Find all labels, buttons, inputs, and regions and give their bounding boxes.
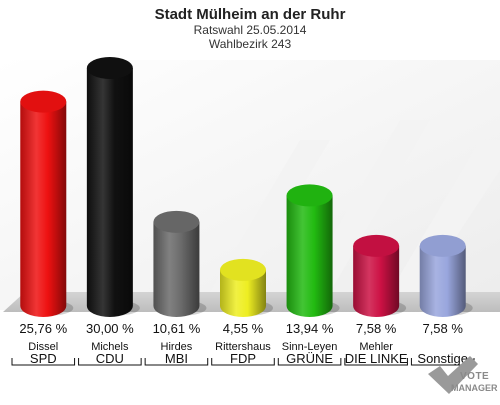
value-label: 10,61 % [153, 321, 201, 336]
value-label: 25,76 % [19, 321, 67, 336]
vote-manager-logo: VOTE MANAGER [428, 356, 498, 394]
chart-subtitle-2: Wahlbezirk 243 [209, 37, 292, 51]
chart-subtitle-1: Ratswahl 25.05.2014 [194, 23, 307, 37]
category-bracket [78, 358, 142, 366]
bar-body [153, 221, 200, 317]
candidate-label: Michels [91, 341, 129, 353]
value-label: 7,58 % [356, 321, 397, 336]
bar-top [20, 90, 67, 113]
value-label: 4,55 % [223, 321, 264, 336]
bar-top [220, 258, 266, 281]
candidate-label: Rittershaus [215, 341, 271, 353]
candidate-label: Sinn-Leyen [282, 341, 338, 353]
bar-top [419, 234, 466, 257]
chart-title: Stadt Mülheim an der Ruhr [155, 6, 346, 23]
bar-body [286, 195, 333, 317]
party-label: Sonstige [417, 351, 468, 366]
party-label: DIE LINKE [345, 351, 408, 366]
background-stripe [390, 140, 500, 292]
bar-body [419, 245, 466, 317]
bar-body [220, 269, 266, 317]
value-label: 30,00 % [86, 321, 134, 336]
bar-fdp [220, 258, 273, 317]
bars-group [20, 57, 473, 318]
bar-top [353, 234, 400, 257]
bar-top [286, 184, 333, 207]
bar-body [353, 245, 400, 317]
bar-gr-ne [286, 184, 340, 317]
category-bracket [344, 358, 408, 366]
candidate-label: Hirdes [161, 341, 193, 353]
candidate-label: Mehler [359, 341, 393, 353]
value-label: 13,94 % [286, 321, 334, 336]
bar-spd [20, 90, 74, 318]
category-bracket [277, 358, 342, 366]
bar-body [20, 101, 67, 318]
category-bracket [144, 358, 209, 366]
bar-sonstige [419, 234, 473, 317]
value-label: 7,58 % [422, 321, 463, 336]
party-label: FDP [230, 351, 256, 366]
party-label: SPD [30, 351, 57, 366]
party-label: MBI [165, 351, 188, 366]
bar-cdu [86, 57, 140, 317]
candidate-label: Dissel [28, 341, 58, 353]
bar-body [86, 68, 133, 317]
logo-line2: MANAGER [451, 383, 498, 393]
logo-line1: VOTE [460, 371, 489, 382]
checkmark-icon [428, 356, 478, 394]
bar-top [153, 210, 200, 233]
bar-mbi [153, 210, 207, 317]
category-bracket [11, 358, 76, 366]
category-bracket [211, 358, 275, 366]
bar-die-linke [353, 234, 407, 317]
value-labels-group: 25,76 % 30,00 % 10,61 % 4,55 % 13,94 % 7,58 %… [19, 321, 463, 336]
background-stripe [210, 140, 330, 292]
bar-top [86, 57, 133, 79]
party-label: GRÜNE [286, 351, 333, 366]
party-label: CDU [96, 351, 124, 366]
